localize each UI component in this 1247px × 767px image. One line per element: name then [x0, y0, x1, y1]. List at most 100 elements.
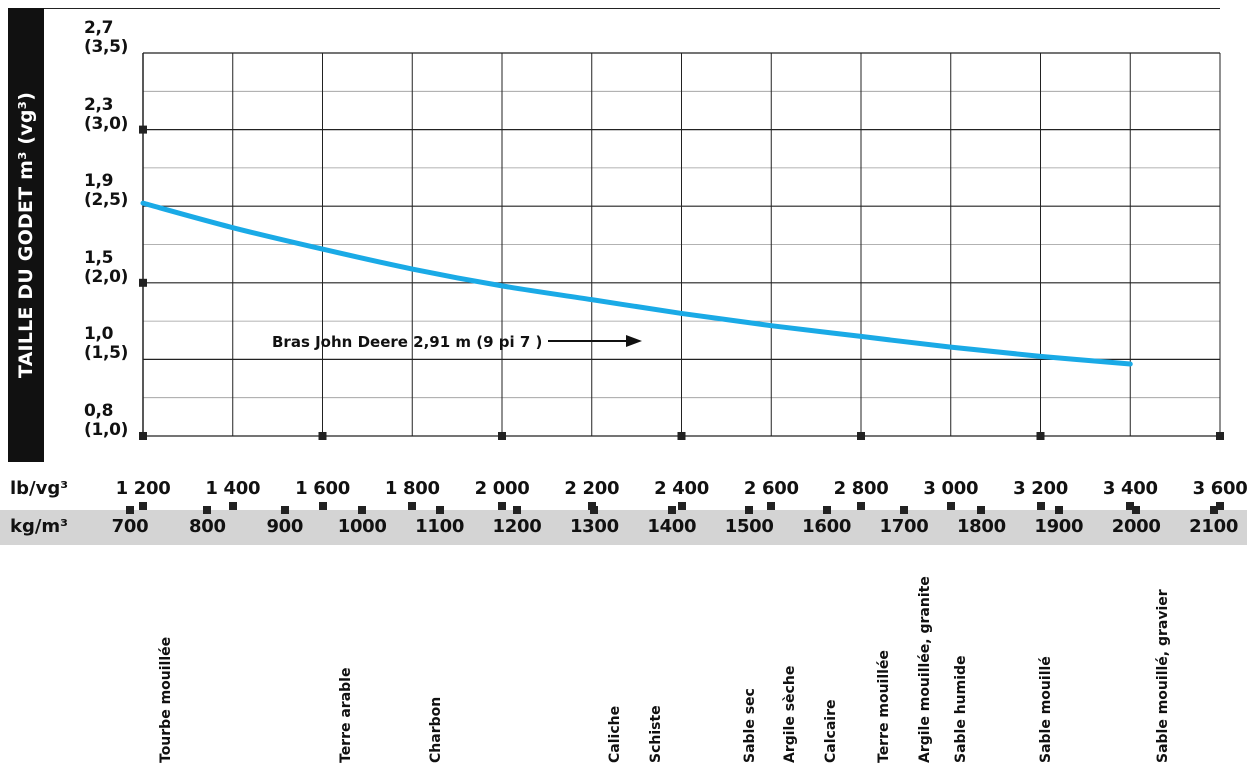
- material-label: Sable mouillé: [1037, 656, 1054, 763]
- lb-tick-label: 3 000: [923, 478, 979, 499]
- axis-marker: [139, 125, 147, 134]
- lb-tick-label: 2 600: [743, 478, 799, 499]
- kg-tick-label: 900: [266, 516, 304, 537]
- kg-tick-marker: [1209, 506, 1218, 514]
- lb-tick-marker: [139, 502, 147, 510]
- y-tick-vg3: (1,0): [84, 420, 129, 440]
- kg-tick-marker: [900, 506, 908, 514]
- material-label: Terre arable: [337, 667, 354, 763]
- kg-tick-marker: [590, 506, 599, 514]
- top-rule: [35, 8, 1220, 9]
- lb-tick-label: 3 400: [1102, 478, 1158, 499]
- lb-axis-row: lb/vg³ 1 200 1 400 1 600 1 800 2 000 2 200 2 4…: [0, 472, 1247, 510]
- y-tick-m3: 0,8: [84, 401, 114, 421]
- kg-tick-marker: [203, 506, 212, 514]
- material-label: Sable mouillé, gravier: [1154, 589, 1171, 763]
- kg-unit-label: kg/m³: [10, 516, 69, 537]
- axis-marker: [1036, 432, 1045, 440]
- kg-tick-marker: [126, 506, 134, 514]
- kg-tick-label: 1700: [879, 516, 929, 537]
- annotation-arrow-head: [626, 335, 642, 347]
- kg-tick-marker: [977, 506, 986, 514]
- lb-tick-marker: [408, 502, 417, 510]
- material-label: Terre mouillée: [876, 650, 893, 763]
- kg-tick-label: 800: [189, 516, 226, 537]
- kg-tick-marker: [745, 506, 754, 514]
- y-tick-label: 2,7 (3,5): [84, 19, 132, 57]
- lb-tick-marker: [1126, 502, 1135, 510]
- kg-tick-label: 2100: [1189, 516, 1239, 537]
- kg-tick-label: 1800: [956, 516, 1006, 537]
- kg-tick-label: 2000: [1111, 516, 1161, 537]
- lb-tick-label: 3 600: [1192, 478, 1247, 499]
- lb-tick-marker: [677, 502, 686, 510]
- kg-tick-marker: [513, 506, 521, 514]
- lb-tick-marker: [1216, 502, 1224, 510]
- lb-tick-label: 1 200: [115, 478, 171, 499]
- y-tick-vg3: (2,5): [84, 190, 129, 211]
- material-label: Calcaire: [822, 699, 839, 763]
- y-tick-vg3: (3,5): [84, 37, 129, 57]
- lb-tick-marker: [1036, 502, 1045, 510]
- lb-tick-marker: [857, 502, 865, 510]
- y-tick-m3: 1,0: [84, 324, 114, 345]
- kg-tick-label: 1200: [492, 516, 542, 537]
- lb-tick-marker: [767, 502, 776, 510]
- kg-tick-marker: [1054, 506, 1063, 514]
- lb-tick-marker: [946, 502, 955, 510]
- y-tick-m3: 2,3: [84, 94, 114, 115]
- axis-marker: [139, 278, 147, 287]
- y-tick-label: 2,3 (3,0): [84, 94, 132, 134]
- kg-tick-marker: [822, 506, 831, 514]
- plot-area: [139, 52, 1224, 440]
- kg-tick-label: 1000: [337, 516, 387, 537]
- material-label: Schiste: [647, 705, 664, 763]
- series-line: [140, 200, 1133, 367]
- lb-tick-marker: [318, 502, 327, 510]
- y-tick-m3: 2,7: [84, 18, 114, 38]
- material-label: Charbon: [427, 696, 444, 763]
- lb-tick-label: 2 200: [564, 478, 620, 499]
- kg-tick-label: 1400: [647, 516, 697, 537]
- material-label: Caliche: [607, 705, 624, 763]
- y-tick-label: 1,0 (1,5): [84, 325, 132, 363]
- material-label: Argile mouillée, granite: [916, 576, 933, 763]
- lb-tick-label: 2 000: [474, 478, 530, 499]
- material-labels: Tourbe mouillée Terre arable Charbon Calich…: [0, 555, 1247, 767]
- axis-marker: [498, 432, 506, 440]
- series-annotation: Bras John Deere 2,91 m (9 pi 7 ): [272, 333, 543, 351]
- material-label: Tourbe mouillée: [158, 636, 175, 763]
- axis-marker: [677, 432, 686, 440]
- axis-marker: [857, 432, 865, 440]
- y-tick-label: 0,8 (1,0): [84, 402, 132, 440]
- kg-tick-label: 1300: [569, 516, 619, 537]
- y-tick-vg3: (2,0): [84, 266, 129, 287]
- kg-tick-marker: [667, 506, 676, 514]
- y-axis-title-box: TAILLE DU GODET m³ (vg³): [8, 8, 44, 462]
- lb-tick-label: 1 400: [205, 478, 261, 499]
- lb-tick-label: 1 800: [384, 478, 440, 499]
- axis-marker: [139, 432, 147, 440]
- kg-axis-row: kg/m³ 700 800 900 1000 1100 1200 1300 1400 1500 1…: [0, 506, 1247, 545]
- lb-tick-marker: [228, 502, 237, 510]
- y-tick-label: 1,5 (2,0): [84, 248, 132, 287]
- kg-tick-marker: [435, 506, 444, 514]
- kg-tick-label: 1500: [724, 516, 774, 537]
- lb-tick-label: 1 600: [295, 478, 350, 499]
- material-label: Argile sèche: [782, 665, 799, 763]
- kg-tick-label: 1600: [802, 516, 852, 537]
- kg-tick-label: 700: [111, 516, 149, 537]
- kg-tick-marker: [280, 506, 289, 514]
- kg-tick-label: 1900: [1034, 516, 1084, 537]
- y-tick-label: 1,9 (2,5): [84, 172, 132, 210]
- kg-tick-marker: [1132, 506, 1141, 514]
- lb-tick-label: 2 800: [833, 478, 889, 499]
- y-tick-vg3: (3,0): [84, 113, 129, 134]
- lb-unit-label: lb/vg³: [10, 478, 69, 499]
- lb-tick-label: 2 400: [654, 478, 709, 499]
- y-tick-vg3: (1,5): [84, 343, 129, 364]
- kg-tick-label: 1100: [415, 516, 465, 537]
- material-label: Sable sec: [741, 688, 758, 763]
- lb-tick-label: 3 200: [1013, 478, 1068, 499]
- axis-marker: [318, 432, 327, 440]
